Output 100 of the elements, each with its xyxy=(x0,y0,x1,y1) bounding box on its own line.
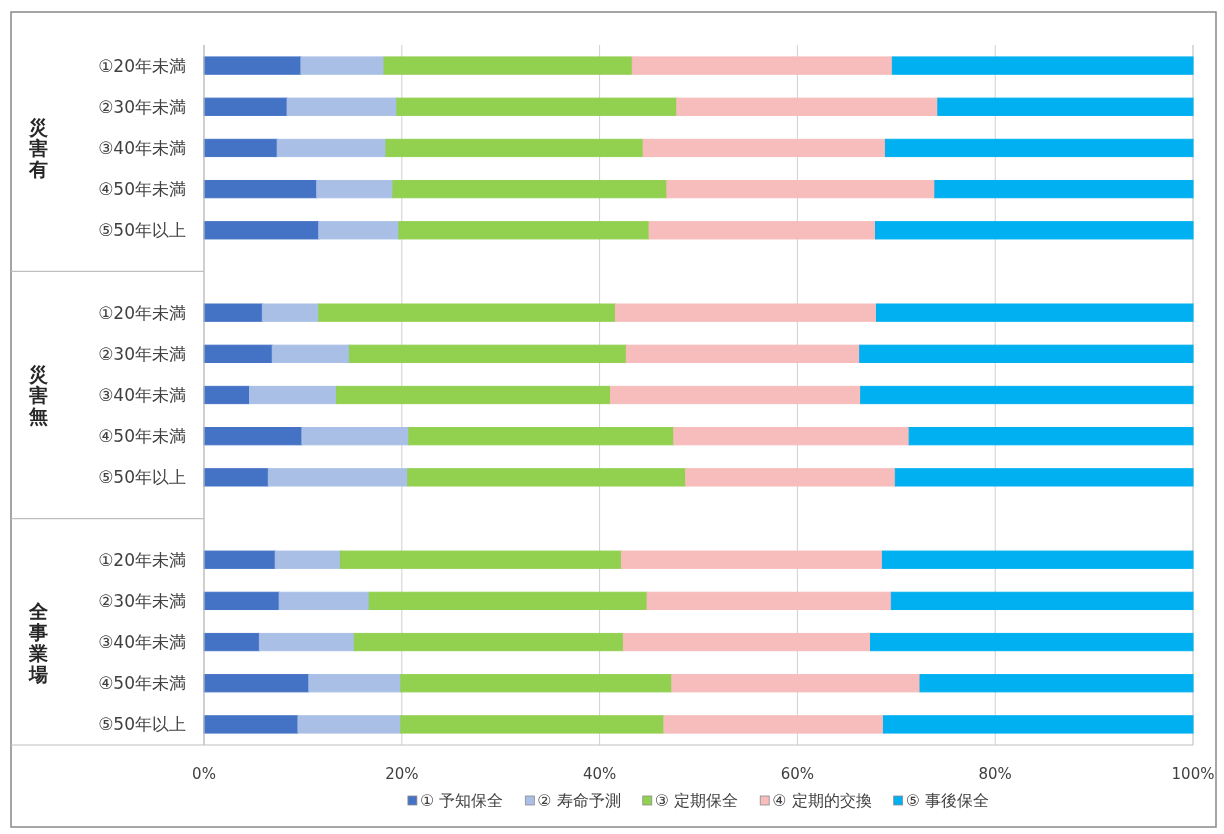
y-tick-label: ①20年未満 xyxy=(98,302,186,323)
bar xyxy=(385,138,644,158)
y-tick-label: ③40年未満 xyxy=(98,632,186,653)
y-tick-label: ④50年未満 xyxy=(98,673,186,694)
bar xyxy=(894,468,1194,487)
text: 災害有 xyxy=(27,115,48,180)
y-tick-label: ③40年未満 xyxy=(98,385,186,405)
legend-label: ① 予知保全 xyxy=(419,791,504,810)
bar xyxy=(676,97,939,116)
legend-label: ② 寿命予測 xyxy=(537,791,621,810)
bar xyxy=(203,550,276,569)
bar xyxy=(648,221,877,240)
bar xyxy=(400,715,665,734)
bar xyxy=(400,674,673,693)
bar xyxy=(859,344,1194,363)
bar xyxy=(316,179,394,199)
legend-label: ④ 定期的交換 xyxy=(772,791,872,810)
bar xyxy=(203,674,310,693)
y-tick-label: ②30年未満 xyxy=(98,96,186,117)
bar xyxy=(276,138,387,158)
bar xyxy=(663,715,884,734)
y-tick-label: ①20年未満 xyxy=(98,549,186,570)
bar xyxy=(631,56,893,75)
bar xyxy=(671,674,921,693)
x-tick-label: 60% xyxy=(780,765,815,783)
x-tick-label: 40% xyxy=(582,765,617,783)
bar xyxy=(392,179,668,199)
bar xyxy=(274,550,341,569)
bar xyxy=(666,179,936,199)
bar xyxy=(891,56,1194,75)
bar xyxy=(919,674,1194,693)
bar xyxy=(203,468,269,487)
bar xyxy=(383,56,633,75)
bar xyxy=(203,427,303,446)
bar xyxy=(203,221,320,240)
bar xyxy=(261,303,320,322)
bar xyxy=(407,468,687,487)
bar xyxy=(882,715,1194,734)
y-tick-label: ②30年未満 xyxy=(98,590,186,611)
bar xyxy=(860,385,1194,405)
bar xyxy=(625,344,861,363)
bar xyxy=(203,179,318,199)
bar xyxy=(258,632,355,652)
bar xyxy=(336,385,611,405)
y-tick-label: ⑤50年以上 xyxy=(98,220,186,241)
bar xyxy=(934,179,1194,199)
bar xyxy=(609,385,862,405)
bar xyxy=(203,715,299,734)
bar xyxy=(318,303,616,322)
bar xyxy=(271,344,350,363)
bar xyxy=(875,221,1194,240)
bar xyxy=(267,468,409,487)
y-tick-label: ④50年未満 xyxy=(98,179,186,200)
bar xyxy=(396,97,678,116)
y-tick-label: ②30年未満 xyxy=(98,343,186,364)
bar xyxy=(398,221,650,240)
bar xyxy=(685,468,896,487)
bar xyxy=(881,550,1194,569)
x-tick-label: 20% xyxy=(385,765,419,783)
bar xyxy=(368,591,648,611)
y-tick-label: ④50年未満 xyxy=(98,426,186,447)
bar xyxy=(353,632,624,652)
x-tick-label: 80% xyxy=(978,765,1012,783)
bar xyxy=(203,138,278,158)
x-tick-label: 100% xyxy=(1171,765,1215,783)
bar xyxy=(646,591,892,611)
bar xyxy=(203,632,260,652)
bar xyxy=(286,97,398,116)
bar xyxy=(318,221,400,240)
bar xyxy=(870,632,1194,652)
bar xyxy=(937,97,1194,116)
bar xyxy=(300,56,385,75)
x-tick-label: 0% xyxy=(192,765,216,783)
bar xyxy=(673,427,910,446)
bar xyxy=(620,550,883,569)
bar xyxy=(297,715,402,734)
y-tick-label: ⑤50年以上 xyxy=(98,714,186,735)
legend-label: ③ 定期保全 xyxy=(654,791,739,810)
bar xyxy=(890,591,1194,611)
bar xyxy=(203,303,263,322)
legend-label: ⑤ 事後保全 xyxy=(905,791,990,810)
bar xyxy=(203,591,280,611)
bar xyxy=(408,427,675,446)
bar xyxy=(203,344,273,363)
bar xyxy=(348,344,627,363)
bar xyxy=(876,303,1194,322)
bar xyxy=(248,385,338,405)
bar xyxy=(203,385,250,405)
bar xyxy=(884,138,1194,158)
bar xyxy=(614,303,878,322)
bar xyxy=(339,550,622,569)
bar xyxy=(622,632,872,652)
bar xyxy=(642,138,886,158)
y-tick-label: ①20年未満 xyxy=(98,55,186,76)
y-tick-label: ⑤50年以上 xyxy=(98,467,186,488)
bar xyxy=(203,97,288,116)
bar xyxy=(301,427,410,446)
bar xyxy=(203,56,302,75)
y-tick-label: ③40年未満 xyxy=(98,137,186,158)
bar xyxy=(278,591,370,611)
